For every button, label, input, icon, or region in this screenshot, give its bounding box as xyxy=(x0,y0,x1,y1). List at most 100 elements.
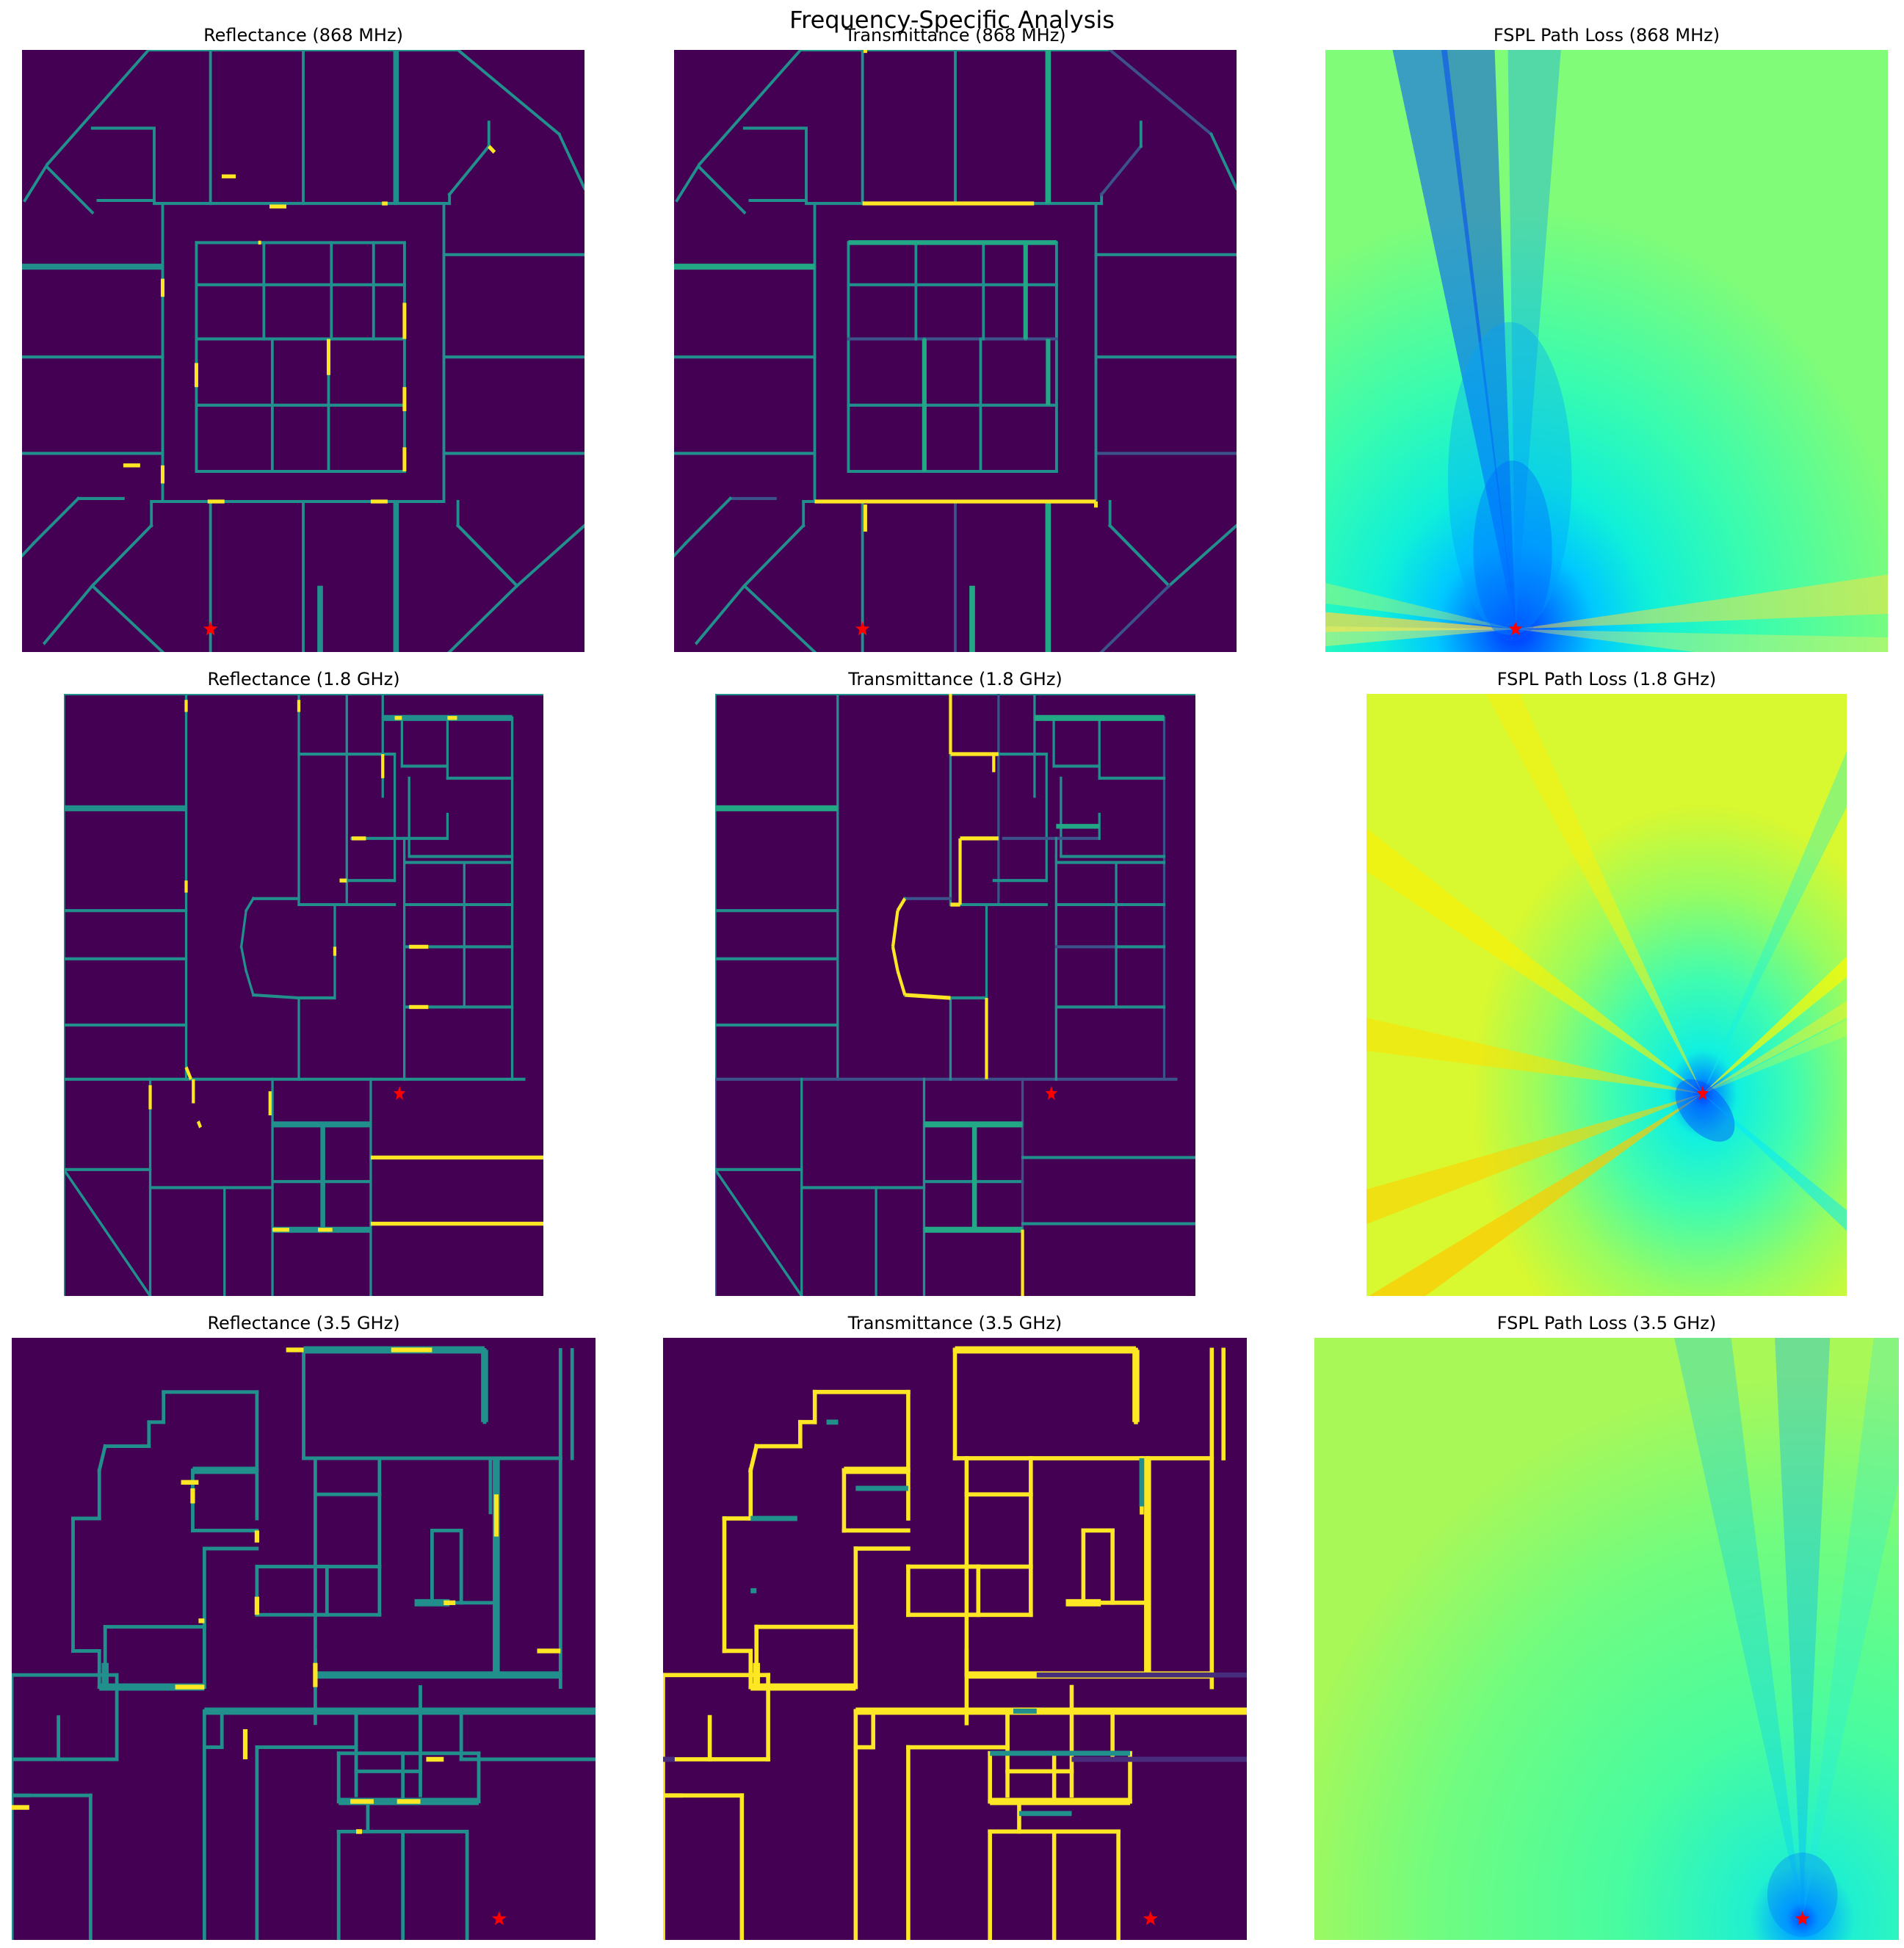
pathloss-beam xyxy=(1325,612,1516,632)
walls xyxy=(22,50,584,652)
plot-background xyxy=(715,694,1195,1296)
transmittance-1800-map xyxy=(715,694,1195,1296)
reflectance-1800-map xyxy=(64,694,543,1296)
high-value-segment xyxy=(184,1066,192,1080)
wall-segment xyxy=(455,523,519,588)
wall-segment xyxy=(23,162,50,203)
wall-segment xyxy=(447,144,491,197)
figure-title: Frequency-Specific Analysis xyxy=(789,6,1115,34)
wall-segment xyxy=(515,524,584,588)
pathloss-beam xyxy=(1702,1093,1847,1231)
walls xyxy=(64,694,543,1296)
wall-segment xyxy=(748,1444,759,1473)
walls xyxy=(12,1346,596,1940)
wall-segment xyxy=(557,132,584,191)
wall-segment xyxy=(447,583,519,652)
wall-segment xyxy=(1167,524,1237,588)
panel-title: Reflectance (868 MHz) xyxy=(203,25,403,46)
wall-segment xyxy=(697,165,747,215)
transmitter-marker xyxy=(1696,1085,1709,1101)
pathloss-lobe xyxy=(1767,1853,1838,1937)
panel-title: FSPL Path Loss (1.8 GHz) xyxy=(1496,669,1717,689)
transmitter-marker xyxy=(394,1085,406,1101)
pathloss-beam xyxy=(1485,694,1703,1094)
wall-segment xyxy=(42,583,95,645)
wall-segment xyxy=(239,908,248,949)
pathloss-beam xyxy=(1674,1338,1803,1919)
transmitter-marker xyxy=(1045,1085,1057,1101)
wall-segment xyxy=(64,1167,152,1296)
wall-segment xyxy=(742,523,806,588)
transmitter-marker xyxy=(1143,1911,1158,1925)
wall-segment xyxy=(90,523,153,588)
pathloss-868-map xyxy=(1325,50,1888,652)
high-value-segment xyxy=(896,970,907,996)
pathloss-rays xyxy=(1674,1338,1899,1937)
panel-title: Reflectance (3.5 GHz) xyxy=(207,1313,400,1333)
wall-segment xyxy=(697,50,803,167)
pathloss-beam xyxy=(1507,50,1561,629)
pathloss-lobe xyxy=(1447,322,1572,636)
transmitter-marker xyxy=(1795,1911,1810,1925)
high-value-segment xyxy=(891,910,899,947)
walls xyxy=(715,694,1195,1296)
pathloss-beam xyxy=(1802,1338,1899,1919)
pathloss-beam xyxy=(1325,626,1516,647)
panel-title: Transmittance (3.5 GHz) xyxy=(847,1313,1063,1333)
wall-segment xyxy=(90,583,165,652)
wall-segment xyxy=(674,541,688,558)
pathloss-field xyxy=(1367,694,1847,1296)
wall-segment xyxy=(97,1444,108,1473)
wall-segment xyxy=(1209,132,1237,191)
transmitter-marker xyxy=(491,1911,507,1925)
pathloss-beam xyxy=(1515,629,1888,652)
wall-segment xyxy=(1107,523,1171,588)
pathloss-lobe xyxy=(1473,460,1552,642)
wall-segment xyxy=(1099,583,1171,652)
transmitter-marker xyxy=(855,621,870,636)
panel-title: FSPL Path Loss (3.5 GHz) xyxy=(1496,1313,1717,1333)
transmitter-marker xyxy=(1508,621,1523,636)
wall-segment xyxy=(1107,50,1214,137)
wall-segment xyxy=(45,50,151,167)
high-value-segment xyxy=(905,993,951,1000)
wall-segment xyxy=(45,165,95,215)
plot-background xyxy=(64,694,543,1296)
wall-segment xyxy=(252,993,300,1000)
wall-segment xyxy=(244,896,256,913)
high-value-segment xyxy=(896,897,907,912)
transmittance-3500-map xyxy=(663,1338,1247,1940)
walls xyxy=(674,50,1237,652)
pathloss-3500-map xyxy=(1314,1338,1899,1940)
pathloss-field xyxy=(1314,1338,1899,1940)
reflectance-3500-map xyxy=(12,1338,596,1940)
pathloss-beam xyxy=(1775,1338,1831,1919)
wall-segment xyxy=(455,50,562,137)
reflectance-868-map xyxy=(22,50,584,652)
panel-title: Reflectance (1.8 GHz) xyxy=(207,669,400,689)
pathloss-rays xyxy=(1325,50,1888,652)
wall-segment xyxy=(742,583,817,652)
wall-segment xyxy=(715,1167,803,1296)
pathloss-beam xyxy=(1325,582,1516,629)
panel-title: Transmittance (868 MHz) xyxy=(844,25,1066,46)
pathloss-1800-map xyxy=(1367,694,1847,1296)
pathloss-beam xyxy=(1515,574,1888,629)
wall-segment xyxy=(694,583,747,645)
wall-segment xyxy=(675,162,702,203)
pathloss-lobe xyxy=(1675,1079,1735,1142)
panel-title: Transmittance (1.8 GHz) xyxy=(848,669,1063,689)
wall-segment xyxy=(683,496,733,546)
wall-segment xyxy=(239,944,248,973)
transmitter-marker xyxy=(203,621,218,636)
wall-segment xyxy=(31,496,81,546)
high-value-segment xyxy=(196,1120,203,1129)
panel-title: FSPL Path Loss (868 MHz) xyxy=(1493,25,1720,46)
transmittance-868-map xyxy=(674,50,1237,652)
pathloss-field xyxy=(1325,50,1888,652)
wall-segment xyxy=(1099,144,1143,197)
high-value-segment xyxy=(488,145,496,154)
walls xyxy=(663,1346,1247,1940)
pathloss-beam xyxy=(1392,50,1516,629)
